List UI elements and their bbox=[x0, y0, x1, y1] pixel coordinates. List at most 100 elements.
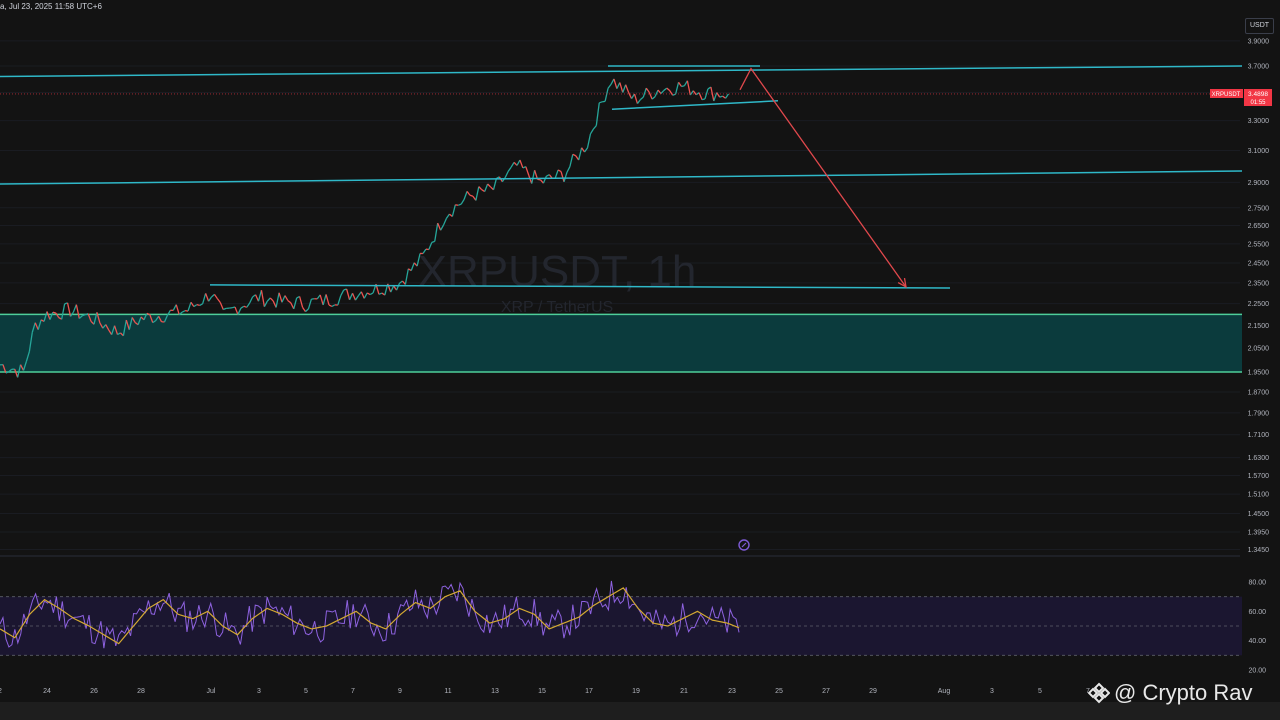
price-tick-label: 1.4500 bbox=[1248, 511, 1270, 518]
price-segment bbox=[99, 322, 104, 329]
price-segment bbox=[216, 298, 221, 303]
price-segment bbox=[307, 298, 312, 310]
price-tick-label: 1.3950 bbox=[1248, 530, 1270, 537]
price-segment bbox=[43, 311, 48, 322]
rsi-tick-label: 60.00 bbox=[1248, 609, 1266, 616]
price-segment bbox=[266, 297, 271, 302]
price-segment bbox=[340, 289, 345, 296]
price-segment bbox=[692, 90, 697, 96]
price-segment bbox=[399, 280, 403, 284]
price-segment bbox=[475, 186, 480, 201]
price-segment bbox=[660, 89, 665, 94]
price-segment bbox=[363, 292, 368, 299]
price-segment bbox=[504, 171, 509, 178]
rsi-tick-label: 40.00 bbox=[1248, 638, 1266, 645]
rsi-tick-label: 20.00 bbox=[1248, 668, 1266, 675]
price-segment bbox=[146, 312, 151, 316]
price-segment bbox=[249, 296, 254, 304]
price-segment bbox=[393, 285, 398, 291]
price-segment bbox=[172, 304, 177, 311]
resistance-line-upper[interactable] bbox=[0, 65, 1243, 78]
price-segment bbox=[75, 304, 80, 319]
price-segment bbox=[639, 96, 644, 101]
replay-icon[interactable] bbox=[738, 539, 750, 551]
price-segment bbox=[102, 324, 107, 329]
price-segment bbox=[31, 322, 36, 333]
price-segment bbox=[111, 325, 116, 335]
price-segment bbox=[528, 175, 533, 184]
rsi-pane[interactable] bbox=[0, 580, 1242, 656]
price-segment bbox=[254, 294, 260, 302]
price-segment bbox=[674, 82, 680, 95]
price-segment bbox=[557, 169, 562, 173]
price-segment bbox=[651, 96, 656, 100]
time-tick-label: 3 bbox=[257, 688, 261, 695]
price-segment bbox=[175, 304, 180, 315]
price-segment bbox=[513, 161, 518, 166]
price-segment bbox=[322, 294, 327, 306]
time-axis[interactable]: 2 24 26 28 Jul 3 5 7 9 11 13 15 17 19 21 23 25 27 29 Aug 3 5 7 bbox=[0, 688, 1090, 695]
price-tick-label: 2.0500 bbox=[1248, 346, 1270, 353]
price-segment bbox=[96, 312, 101, 324]
price-segment bbox=[257, 290, 263, 302]
price-segment bbox=[84, 313, 89, 316]
time-tick-label: 26 bbox=[90, 688, 98, 695]
price-segment bbox=[607, 84, 612, 89]
resistance-line-middle[interactable] bbox=[0, 170, 1243, 185]
time-tick-label: 2 bbox=[0, 688, 2, 695]
bottom-toolbar bbox=[0, 702, 1280, 720]
price-segment bbox=[284, 295, 289, 301]
price-segment bbox=[633, 93, 639, 104]
demand-zone bbox=[0, 314, 1242, 372]
channel-lines[interactable] bbox=[0, 65, 1243, 289]
price-segment bbox=[319, 294, 324, 306]
price-segment bbox=[592, 125, 597, 130]
price-segment bbox=[442, 218, 448, 226]
price-segment bbox=[604, 88, 609, 102]
price-segment bbox=[293, 297, 298, 310]
rsi-tick-label: 80.00 bbox=[1248, 580, 1266, 587]
price-segment bbox=[240, 305, 245, 309]
price-tick-label: 1.9500 bbox=[1248, 370, 1270, 377]
chart-header: a, Jul 23, 2025 11:58 UTC+6 bbox=[0, 2, 102, 11]
price-segment bbox=[231, 306, 236, 309]
price-segment bbox=[278, 292, 283, 303]
price-segment bbox=[360, 291, 365, 299]
price-segment bbox=[542, 175, 547, 184]
price-segment bbox=[492, 178, 498, 190]
current-price-symbol: XRPUSDT bbox=[1212, 92, 1241, 98]
price-segment bbox=[66, 302, 72, 317]
currency-button[interactable]: USDT bbox=[1245, 18, 1274, 34]
price-segment bbox=[531, 170, 536, 184]
price-axis[interactable]: 3.90003.70003.50003.30003.10002.90002.75… bbox=[1248, 38, 1270, 554]
price-segment bbox=[275, 292, 280, 308]
rsi-ma-line bbox=[0, 587, 740, 645]
price-segment bbox=[193, 304, 198, 308]
price-segment bbox=[25, 351, 30, 362]
price-segment bbox=[316, 294, 321, 300]
range-bottom-line[interactable] bbox=[611, 100, 779, 110]
price-segment bbox=[437, 222, 442, 231]
price-segment bbox=[463, 191, 468, 200]
price-segment bbox=[581, 147, 586, 153]
time-tick-label: Aug bbox=[938, 688, 951, 695]
price-segment bbox=[725, 93, 730, 99]
support-line-breakout[interactable] bbox=[209, 284, 951, 289]
price-segment bbox=[663, 87, 668, 91]
time-tick-label: 7 bbox=[1086, 688, 1090, 695]
price-segment bbox=[657, 89, 662, 94]
price-segment bbox=[458, 203, 462, 206]
price-segment bbox=[213, 294, 218, 299]
price-segment bbox=[128, 317, 133, 330]
price-segment bbox=[49, 312, 54, 320]
price-segment bbox=[584, 147, 589, 153]
price-segment bbox=[196, 304, 200, 307]
projection-arrow[interactable] bbox=[739, 67, 907, 289]
price-segment bbox=[595, 102, 600, 126]
price-segment bbox=[302, 306, 307, 313]
price-segment bbox=[466, 190, 471, 196]
price-segment bbox=[648, 92, 653, 100]
time-tick-label: 17 bbox=[585, 688, 593, 695]
price-segment bbox=[510, 162, 515, 168]
